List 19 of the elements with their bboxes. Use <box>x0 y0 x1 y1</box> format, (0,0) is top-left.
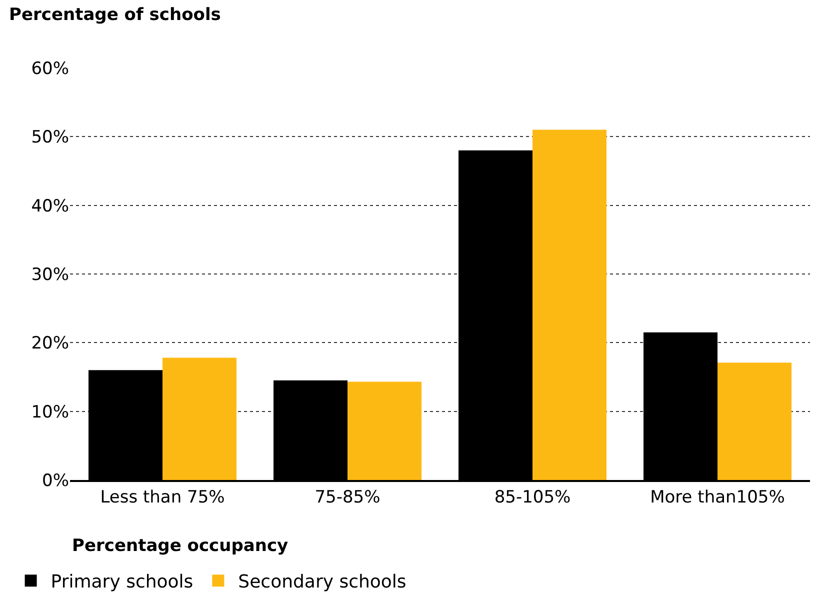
bar <box>162 358 236 480</box>
y-tick-label: 20% <box>31 334 69 354</box>
y-tick-label: 10% <box>31 402 69 422</box>
bar <box>348 382 422 480</box>
x-tick-label: 75-85% <box>314 487 380 508</box>
legend-label: Primary schools <box>50 572 194 593</box>
y-tick-label: 50% <box>31 128 69 148</box>
y-tick-label: 40% <box>31 196 69 216</box>
y-tick-label: 0% <box>42 470 69 491</box>
x-tick-label: 85-105% <box>494 487 571 508</box>
y-axis-title: Percentage of schools <box>9 5 221 25</box>
x-tick-label: Less than 75% <box>100 487 225 508</box>
bar <box>532 130 606 480</box>
y-tick-label: 60% <box>31 58 69 79</box>
legend-label: Secondary schools <box>238 572 406 593</box>
bar <box>718 362 792 480</box>
y-tick-label: 30% <box>31 264 69 285</box>
x-axis-title: Percentage occupancy <box>72 536 288 556</box>
x-tick-label: More than105% <box>650 487 785 508</box>
